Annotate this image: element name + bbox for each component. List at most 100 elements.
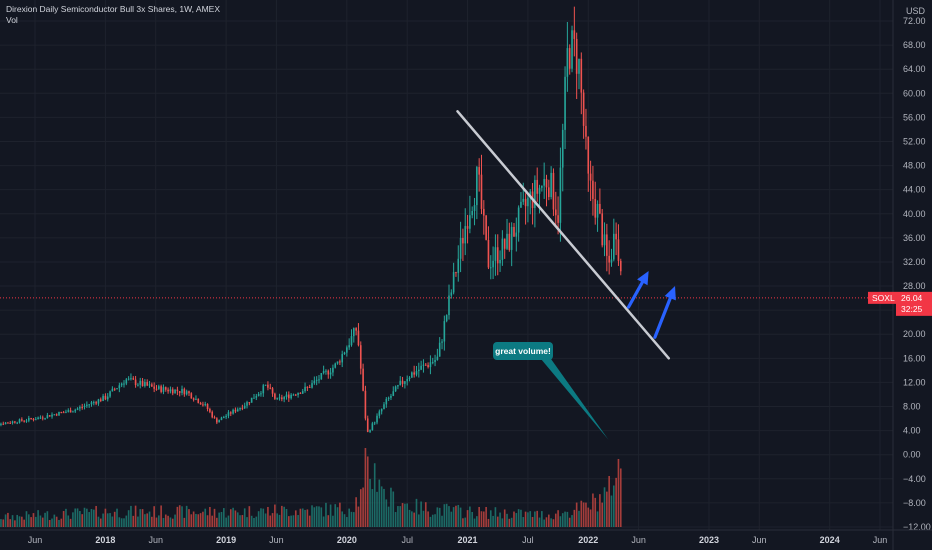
volume-bar [14,520,16,527]
volume-bar [34,516,37,527]
volume-bar [290,515,292,527]
date-tick-label: 2019 [216,535,236,545]
volume-bar [46,511,49,527]
candle-body [58,411,60,416]
volume-bar [599,494,601,527]
volume-bar [420,501,422,527]
candle-body [320,373,323,380]
candle-body [334,363,337,368]
candle-body [575,38,578,74]
volume-bar [450,511,453,527]
symbol-tag-bg [868,291,896,304]
volume-bar [566,511,569,527]
candle-body [313,380,316,384]
candle-body [392,391,395,396]
great-volume-callout[interactable]: great volume! [493,342,609,440]
volume-indicator-label[interactable]: Vol [6,15,18,25]
volume-bar [327,515,330,527]
candle-body [476,167,478,206]
candle-body [92,402,95,404]
volume-bar [39,515,42,527]
price-tag-value: 26.04 [901,293,923,303]
candle-body [571,30,573,69]
candle-body [241,407,244,409]
volume-bar [132,515,135,527]
price-tick-label: −4.00 [903,474,926,484]
trendline-drawing[interactable] [456,110,670,360]
candle-body [250,397,253,403]
volume-bar [65,508,67,527]
volume-bar [160,505,162,527]
volume-bar [76,508,79,527]
volume-bar [25,511,28,527]
volume-bar [315,506,318,527]
candle-body [164,387,167,390]
volume-bar [541,511,543,527]
candle-body [589,173,592,181]
volume-bar [343,514,346,527]
candle-body [352,328,355,337]
candle-body [466,226,469,229]
candle-body [53,414,56,416]
volume-bar [285,509,288,527]
volume-bar [561,513,564,527]
volume-bar [301,508,304,527]
volume-bar [438,507,441,527]
candle-body [0,423,2,425]
candle-body [587,136,590,174]
candle-body [246,402,248,406]
candle-body [445,315,448,322]
symbol-title[interactable]: Direxion Daily Semiconductor Bull 3x Sha… [6,4,221,14]
candle-body [385,398,388,405]
candle-body [373,422,376,424]
volume-bar [480,511,483,527]
candle-body [612,233,615,260]
volume-bar [234,510,237,527]
volume-bar [297,515,299,527]
volume-bar [222,508,225,527]
volume-bar [355,497,357,527]
candle-body [510,226,513,250]
arrow-drawings[interactable] [626,270,676,339]
volume-bar [153,506,155,527]
volume-bar [202,511,204,527]
candle-body [118,385,121,389]
volume-bar [229,509,232,527]
volume-bar [573,509,576,527]
volume-bar [503,509,506,527]
candle-body [355,328,357,331]
candle-body [32,418,35,420]
volume-bar [197,514,200,527]
candle-body [341,354,344,363]
candle-body [538,187,541,194]
volume-bar [545,517,548,527]
volume-bar [466,510,469,527]
candle-body [350,336,353,346]
volume-bar [190,514,193,527]
volume-bar [547,514,550,527]
volume-bar [192,511,195,527]
candle-body [243,405,246,409]
candle-body [596,203,599,218]
volume-bar [23,519,25,527]
volume-bar [178,505,181,527]
candle-body [37,417,39,420]
candle-body [209,409,211,412]
candle-body [608,255,610,263]
time-axis[interactable]: Jun 2018 Jun 2019 Jun 2020 Jul 2021 Jul 2022 Jun 20… [0,529,932,545]
candle-body [18,419,21,423]
candle-body [2,423,5,425]
candle-body [162,387,165,392]
volume-bar [383,488,385,527]
date-tick-label: 2021 [458,535,478,545]
volume-bar [299,508,302,527]
volume-bar [111,516,114,527]
callout-pointer [541,359,609,440]
price-axis[interactable]: USD 72.00 68.00 64.00 60.00 56.00 52.00 48.00 4… [892,0,931,550]
candle-body [86,404,88,406]
volume-bar [601,502,604,527]
volume-bar [552,519,555,527]
candle-body [132,378,135,380]
candle-body [508,233,511,250]
